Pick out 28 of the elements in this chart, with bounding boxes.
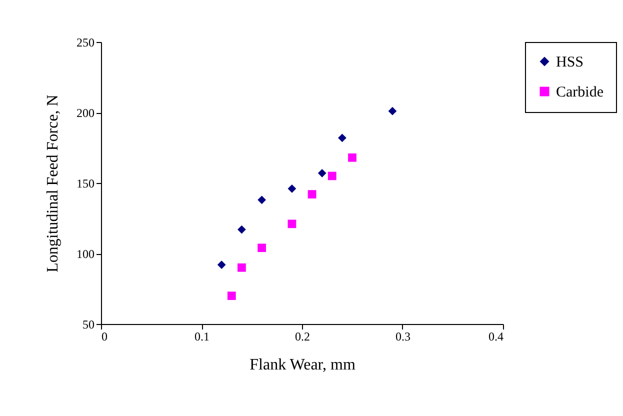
y-tick-label: 100 [76,247,94,261]
y-tick-label: 250 [76,36,94,50]
legend-label: Carbide [556,84,604,100]
y-tick-label: 150 [76,176,94,190]
x-tick-label: 0.1 [194,330,210,344]
legend-label: HSS [556,54,584,70]
point [308,190,316,198]
x-tick-label: 0.3 [396,330,410,344]
y-tick-label: 50 [82,318,94,332]
point [328,172,336,180]
point [217,260,226,269]
point [388,106,397,116]
point [318,168,326,178]
point [238,263,246,272]
point [258,244,266,252]
x-tick-label: 0 [102,330,108,344]
point [348,153,356,162]
point [288,220,296,228]
point [238,225,246,234]
point [258,196,266,204]
point [338,134,346,142]
y-axis-title: Longitudinal Feed Force, N [44,94,62,272]
x-tick-label: 0.4 [488,330,504,344]
y-tick-label: 200 [76,106,94,120]
point [288,184,296,193]
x-tick-label: 0.2 [295,330,310,344]
x-axis-title: Flank Wear, mm [250,356,356,374]
point [227,292,236,300]
